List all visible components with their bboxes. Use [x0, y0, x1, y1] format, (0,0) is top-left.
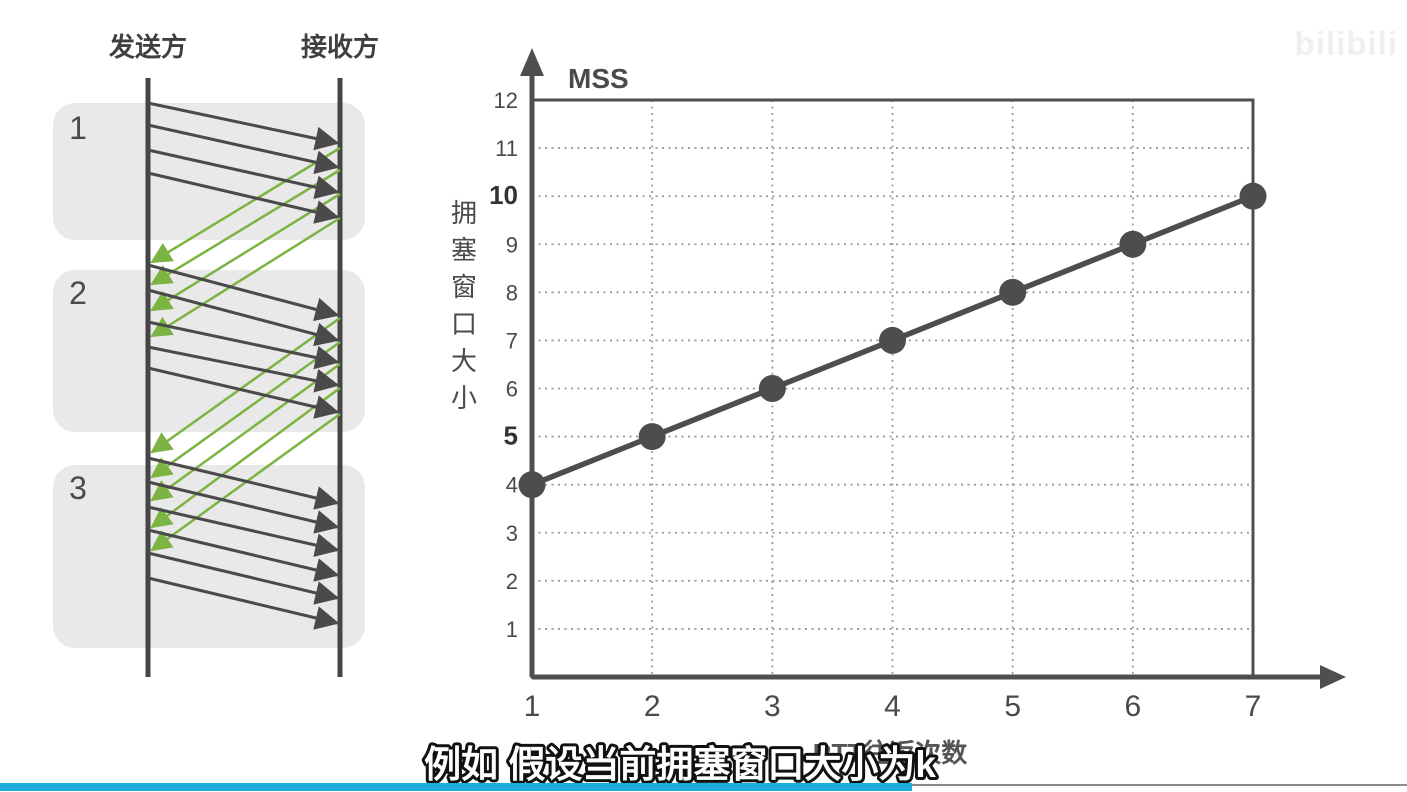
y-tick-label: 12 — [494, 88, 518, 113]
y-axis-title-char: 大 — [451, 346, 477, 376]
cwnd-point — [999, 278, 1027, 306]
y-tick-label: 1 — [506, 617, 518, 642]
ack-arrow — [150, 192, 341, 312]
data-segment-arrow — [147, 101, 340, 151]
subtitle-text: 例如 假设当前拥塞窗口大小为k — [424, 744, 936, 785]
y-axis-arrowhead — [520, 48, 544, 76]
y-tick-label: 11 — [495, 136, 518, 161]
data-segment-arrow — [147, 123, 340, 175]
y-axis-title-char: 小 — [451, 383, 477, 413]
sender-label: 发送方 — [108, 32, 187, 62]
y-axis-title-char: 拥 — [451, 198, 477, 228]
cwnd-point — [638, 423, 666, 451]
y-tick-label: 6 — [506, 377, 518, 402]
round-block — [53, 103, 365, 240]
ack-arrow — [150, 168, 341, 286]
round-number: 3 — [69, 470, 87, 506]
y-tick-label: 7 — [506, 328, 518, 353]
ack-arrow — [150, 216, 341, 338]
video-progress-fill[interactable] — [0, 783, 912, 791]
round-block — [53, 270, 365, 432]
cwnd-point — [758, 375, 786, 402]
y-tick-label: 3 — [506, 521, 518, 546]
x-tick-label: 7 — [1245, 690, 1262, 723]
cwnd-point — [1119, 230, 1147, 258]
cwnd-point — [518, 471, 546, 499]
rtt-axis-label: RTT往返次数 — [813, 738, 969, 768]
data-segment-arrow — [147, 171, 340, 224]
y-tick-label: 2 — [506, 569, 518, 594]
y-tick-label: 5 — [504, 421, 518, 451]
data-segment-arrow — [147, 480, 340, 534]
x-tick-label: 3 — [764, 690, 781, 723]
x-tick-label: 5 — [1004, 690, 1021, 723]
data-segment-arrow — [147, 320, 340, 370]
x-tick-label: 2 — [644, 690, 661, 723]
mss-unit-label: MSS — [568, 63, 629, 94]
ack-arrow — [150, 316, 341, 454]
sequence-diagram: 1 2 3 — [53, 78, 365, 677]
ack-arrow — [150, 340, 341, 479]
x-tick-label: 4 — [884, 690, 901, 723]
receiver-label: 接收方 — [301, 32, 379, 62]
bilibili-watermark: bilibili — [1295, 25, 1398, 62]
data-segment-arrow — [147, 528, 340, 582]
round-block — [53, 465, 365, 648]
x-tick-label: 6 — [1124, 690, 1141, 723]
x-tick-label: 1 — [524, 690, 541, 723]
data-segment-arrow — [147, 576, 340, 630]
round-number: 1 — [69, 110, 87, 146]
y-axis-title-char: 塞 — [451, 235, 477, 265]
y-tick-label: 4 — [506, 473, 518, 498]
cwnd-point — [879, 326, 906, 354]
data-segment-arrow — [147, 345, 340, 393]
data-segment-arrow — [147, 263, 340, 322]
y-tick-label: 9 — [506, 232, 518, 257]
y-axis-title-char: 口 — [451, 309, 477, 339]
data-segment-arrow — [147, 148, 340, 200]
ack-arrow — [150, 386, 341, 529]
ack-arrow — [150, 146, 341, 264]
y-axis-title-char: 窗 — [451, 272, 477, 302]
round-number: 2 — [69, 275, 87, 311]
data-segment-arrow — [147, 366, 340, 419]
y-tick-label: 10 — [489, 180, 518, 210]
cwnd-point — [1239, 182, 1267, 210]
data-segment-arrow — [147, 505, 340, 557]
data-segment-arrow — [147, 456, 340, 510]
x-axis-arrowhead — [1320, 665, 1346, 689]
ack-arrow — [150, 362, 341, 502]
data-segment-arrow — [147, 288, 340, 347]
y-tick-label: 8 — [506, 280, 518, 305]
data-segment-arrow — [147, 551, 340, 605]
